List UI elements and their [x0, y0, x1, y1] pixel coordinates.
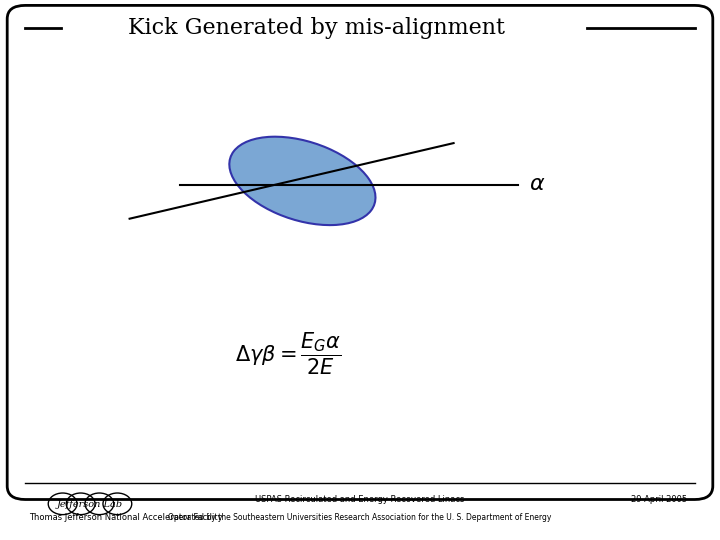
- Text: $\alpha$: $\alpha$: [529, 173, 546, 194]
- Ellipse shape: [230, 137, 375, 225]
- Text: 29 April 2005: 29 April 2005: [631, 495, 688, 504]
- Text: USPAS Recirculated and Energy Recovered Linacs: USPAS Recirculated and Energy Recovered …: [256, 495, 464, 504]
- Text: Kick Generated by mis-alignment: Kick Generated by mis-alignment: [128, 17, 505, 39]
- Text: Operated by the Southeastern Universities Research Association for the U. S. Dep: Operated by the Southeastern Universitie…: [168, 513, 552, 522]
- Text: Jefferson Lab: Jefferson Lab: [57, 501, 123, 509]
- FancyBboxPatch shape: [7, 5, 713, 500]
- Text: $\Delta\gamma\beta = \dfrac{E_G\alpha}{2E}$: $\Delta\gamma\beta = \dfrac{E_G\alpha}{2…: [235, 330, 341, 377]
- Text: Thomas Jefferson National Accelerator Facility: Thomas Jefferson National Accelerator Fa…: [29, 513, 222, 522]
